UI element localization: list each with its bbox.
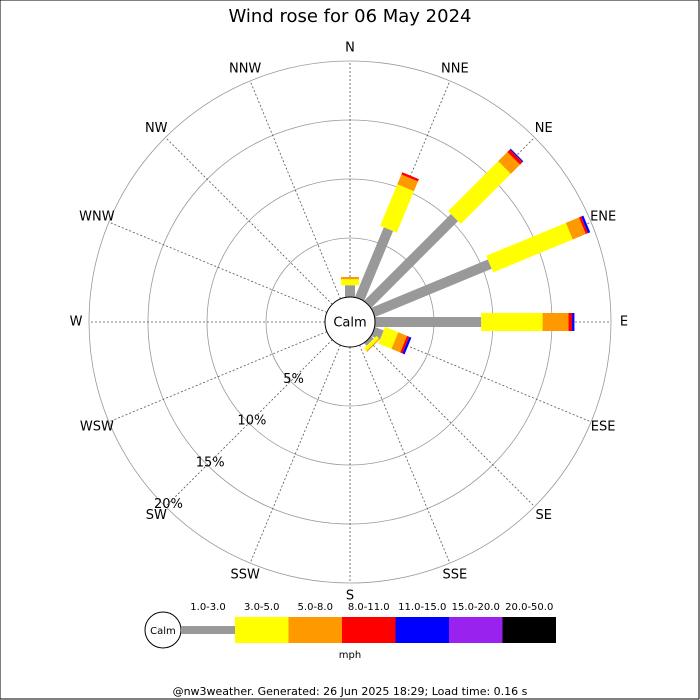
wind-bar [378,326,399,349]
legend-unit: mph [339,650,361,661]
direction-label: WSW [80,419,114,434]
wind-bar [401,172,419,182]
r-tick-label: 20% [154,497,183,512]
wind-bar [400,335,410,354]
direction-label: NNE [441,61,469,76]
spoke [249,344,341,564]
wind-bar [364,214,458,308]
spoke [359,344,451,564]
legend-label: 11.0-15.0 [398,602,446,613]
direction-label: SSW [230,568,260,583]
wind-bar [565,217,586,240]
wind-bar [498,151,521,174]
legend-label: 5.0-8.0 [298,602,333,613]
r-tick-label: 10% [237,414,266,429]
wind-bar [572,313,575,331]
wind-bar [568,313,573,331]
direction-label: NW [145,121,168,136]
wind-bar [402,336,412,355]
legend-swatch [502,617,556,643]
wind-bar [364,336,374,346]
wind-bar [391,332,408,353]
legend-label: 8.0-11.0 [348,602,390,613]
direction-label: NNW [229,61,261,76]
chart-title: Wind rose for 06 May 2024 [229,6,472,27]
wind-bar [371,326,384,340]
wind-bar [578,216,589,235]
direction-label: ENE [590,210,616,225]
legend-swatch [235,617,289,643]
spoke [367,339,535,507]
direction-label: N [345,41,355,56]
legend-swatch [395,617,449,643]
wind-bar [345,285,355,297]
legend-swatch [449,617,503,643]
legend-swatch [342,617,396,643]
direction-label: W [70,315,83,330]
wind-bar [354,227,394,301]
direction-label: E [620,315,628,330]
wind-bar [366,338,380,352]
calm-circle [324,296,376,348]
legend-swatch [181,626,235,634]
direction-label: ESE [591,419,616,434]
legend-label: 15.0-20.0 [452,602,500,613]
wind-bar [375,317,482,327]
legend-label: 1.0-3.0 [190,602,225,613]
wind-bar [341,276,359,280]
spoke [249,80,341,300]
direction-label: S [346,589,354,604]
r-tick-label: 15% [196,455,225,470]
r-tick-label: 5% [283,372,304,387]
spoke [108,331,328,423]
wind-bar [363,335,380,352]
wind-bar [486,222,573,273]
calm-label: Calm [333,316,366,331]
direction-label: WNW [79,210,115,225]
footer: @nw3weather. Generated: 26 Jun 2025 18:2… [173,685,528,698]
direction-label: NE [535,121,553,136]
wind-bar [371,259,492,318]
direction-label: SSE [442,568,467,583]
spoke [165,137,333,305]
wind-bar [581,215,591,234]
wind-bar [380,184,414,233]
wind-bar [397,174,419,192]
spoke [108,221,328,313]
direction-label: SE [536,508,552,523]
wind-bar [509,148,524,163]
grid-ring [88,60,612,584]
wind-bar [341,279,359,286]
direction-label: SW [146,508,167,523]
wind-bar [507,149,523,165]
wind-bar [448,161,511,224]
legend-label: 20.0-50.0 [505,602,553,613]
wind-bar [542,313,569,331]
wind-bar [481,313,543,331]
legend-calm-label: Calm [150,626,176,637]
spoke [372,331,592,423]
legend-swatch [288,617,342,643]
spoke [165,339,333,507]
legend-label: 3.0-5.0 [244,602,279,613]
